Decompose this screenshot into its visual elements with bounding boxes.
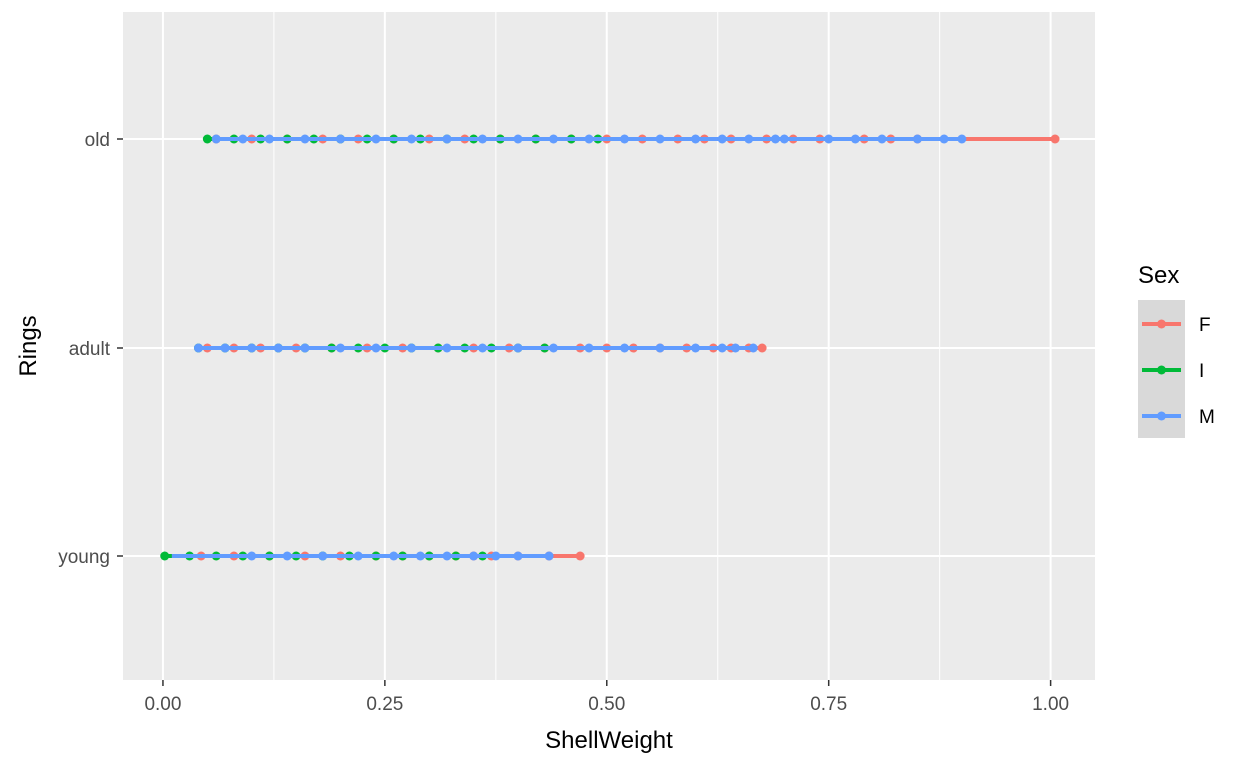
y-tick-label-adult: adult xyxy=(69,339,111,360)
x-tick-label: 0.00 xyxy=(144,694,181,715)
legend-key-point xyxy=(1157,411,1166,421)
x-tick-label: 0.50 xyxy=(588,694,625,715)
point-M-adult xyxy=(478,343,488,353)
series-layer xyxy=(160,134,1060,561)
point-M-adult xyxy=(717,343,727,353)
point-I-young xyxy=(160,551,170,561)
point-M-young xyxy=(389,551,399,561)
point-M-adult xyxy=(620,343,630,353)
legend: Sex F I M xyxy=(1138,262,1215,438)
point-M-adult xyxy=(220,343,230,353)
point-M-young xyxy=(469,551,479,561)
legend-label: I xyxy=(1199,361,1204,382)
point-M-young xyxy=(318,551,328,561)
point-I-old xyxy=(202,134,212,144)
x-tick-label: 1.00 xyxy=(1032,694,1069,715)
point-M-young xyxy=(353,551,363,561)
point-M-old xyxy=(584,134,594,144)
point-M-adult xyxy=(513,343,523,353)
point-M-young xyxy=(513,551,523,561)
legend-label: M xyxy=(1199,407,1215,428)
point-M-old xyxy=(406,134,416,144)
legend-item-F: F xyxy=(1142,315,1211,336)
point-M-adult xyxy=(273,343,283,353)
point-F-adult xyxy=(757,343,767,353)
point-M-adult xyxy=(584,343,594,353)
point-M-old xyxy=(264,134,274,144)
point-M-adult xyxy=(549,343,559,353)
legend-key-point xyxy=(1157,319,1166,329)
legend-items: F I M xyxy=(1142,315,1215,428)
point-M-old xyxy=(549,134,559,144)
point-M-adult xyxy=(335,343,345,353)
point-M-adult xyxy=(748,343,758,353)
x-axis: 0.00 0.25 0.50 0.75 1.00 xyxy=(144,680,1069,715)
y-tick-label-young: young xyxy=(58,547,110,568)
point-M-old xyxy=(717,134,727,144)
series-M xyxy=(171,134,967,561)
point-M-young xyxy=(282,551,292,561)
point-M-old xyxy=(211,134,221,144)
point-M-young xyxy=(415,551,425,561)
point-M-adult xyxy=(193,343,203,353)
point-M-old xyxy=(877,134,887,144)
point-M-old xyxy=(442,134,452,144)
point-M-adult xyxy=(300,343,310,353)
point-M-old xyxy=(824,134,834,144)
x-tick-label: 0.25 xyxy=(366,694,403,715)
point-M-old xyxy=(939,134,949,144)
x-axis-title: ShellWeight xyxy=(545,727,673,754)
legend-key-point xyxy=(1157,365,1166,375)
y-axis: young adult old xyxy=(58,130,123,568)
point-M-old xyxy=(957,134,967,144)
point-M-adult xyxy=(655,343,665,353)
legend-label: F xyxy=(1199,315,1211,336)
point-M-old xyxy=(770,134,780,144)
point-M-old xyxy=(620,134,630,144)
point-M-old xyxy=(478,134,488,144)
point-M-adult xyxy=(730,343,740,353)
point-M-old xyxy=(850,134,860,144)
point-M-adult xyxy=(247,343,257,353)
x-tick-label: 0.75 xyxy=(810,694,847,715)
point-M-old xyxy=(779,134,789,144)
point-F-old xyxy=(1050,134,1060,144)
point-M-adult xyxy=(691,343,701,353)
point-M-old xyxy=(371,134,381,144)
legend-title: Sex xyxy=(1138,262,1179,289)
point-M-old xyxy=(691,134,701,144)
point-M-old xyxy=(513,134,523,144)
point-M-old xyxy=(300,134,310,144)
point-M-adult xyxy=(371,343,381,353)
point-M-young xyxy=(544,551,554,561)
point-M-old xyxy=(335,134,345,144)
point-M-young xyxy=(491,551,501,561)
legend-item-I: I xyxy=(1142,361,1204,382)
point-M-adult xyxy=(442,343,452,353)
y-tick-label-old: old xyxy=(85,130,110,151)
point-M-old xyxy=(744,134,754,144)
point-M-old xyxy=(912,134,922,144)
point-M-old xyxy=(238,134,248,144)
legend-item-M: M xyxy=(1142,407,1215,428)
point-M-young xyxy=(442,551,452,561)
point-F-young xyxy=(575,551,585,561)
point-M-adult xyxy=(406,343,416,353)
y-axis-title: Rings xyxy=(15,315,42,376)
point-M-old xyxy=(655,134,665,144)
point-M-young xyxy=(247,551,257,561)
